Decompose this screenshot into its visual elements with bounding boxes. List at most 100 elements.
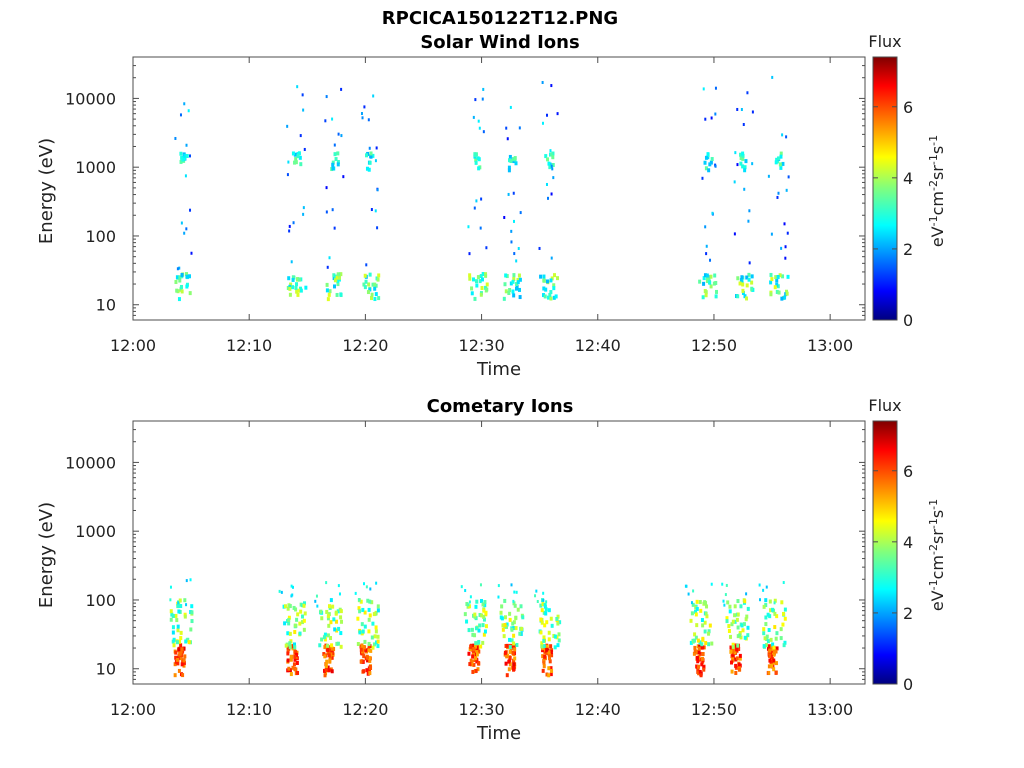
heatmap-cell [180,662,184,667]
heatmap-cell [286,606,290,611]
heatmap-cell [324,667,328,672]
heatmap-cell [326,643,330,648]
heatmap-cell [704,225,707,229]
heatmap-cell [187,640,191,645]
heatmap-cell [504,661,508,666]
heatmap-cell [776,274,780,279]
heatmap-cell [779,165,783,170]
heatmap-cell [325,95,328,99]
heatmap-cell [340,87,343,91]
heatmap-cell [703,160,707,165]
heatmap-cell [543,654,547,659]
heatmap-cell [733,180,736,184]
heatmap-cell [691,602,695,607]
heatmap-cell [293,657,297,662]
heatmap-cell [507,168,511,173]
heatmap-cell [741,164,745,169]
heatmap-cell [512,273,516,278]
heatmap-cell [512,293,516,298]
heatmap-cell [178,651,182,656]
heatmap-cell [329,620,333,625]
heatmap-cell [508,154,512,159]
heatmap-cell [480,277,484,282]
heatmap-cell [538,246,541,250]
heatmap-cell [362,282,366,287]
heatmap-cell [758,583,761,587]
colorbar-units: eV-1cm-2sr-1s-1 [927,499,947,611]
heatmap-cell [475,279,479,284]
heatmap-cell [714,294,718,299]
y-tick-label: 100 [85,227,116,246]
heatmap-cell [175,275,179,280]
heatmap-cell [690,601,693,605]
heatmap-cell [779,154,783,159]
heatmap-cell [701,623,705,628]
heatmap-cell [511,279,515,284]
heatmap-cell [323,668,327,673]
heatmap-cell [705,273,709,278]
heatmap-cell [471,654,475,659]
heatmap-cell [287,666,291,671]
heatmap-cell [697,646,701,651]
heatmap-cell [704,293,708,298]
heatmap-cell [359,647,363,652]
heatmap-cell [332,273,336,278]
heatmap-cell [701,652,705,657]
heatmap-cell [780,600,784,605]
heatmap-cell [295,617,299,622]
heatmap-cell [479,226,482,230]
heatmap-cell [540,644,544,649]
heatmap-cell [770,650,774,655]
heatmap-cell [503,615,507,620]
heatmap-cell [770,232,773,236]
heatmap-cell [477,628,481,633]
heatmap-cell [185,284,189,289]
heatmap-cell [178,266,181,270]
heatmap-cell [545,644,549,649]
heatmap-cell [325,609,329,614]
heatmap-cell [374,611,378,616]
heatmap-cell [469,595,472,599]
heatmap-cell [190,251,193,255]
heatmap-cell [518,295,522,300]
heatmap-cell [782,643,786,648]
heatmap-cell [689,640,693,645]
heatmap-cell [512,599,515,603]
heatmap-cell [478,126,481,130]
heatmap-cell [471,669,475,674]
heatmap-cell [329,635,333,640]
heatmap-cell [474,641,478,646]
heatmap-cell [738,656,742,661]
heatmap-cell [767,174,770,178]
heatmap-cell [497,584,500,588]
heatmap-cell [325,282,329,287]
heatmap-cell [315,594,318,598]
heatmap-cell [482,87,485,91]
heatmap-cell [184,639,188,644]
heatmap-cell [472,647,476,652]
heatmap-cell [189,627,193,632]
heatmap-cell [552,295,556,300]
heatmap-cell [543,294,547,299]
heatmap-cell [738,633,742,638]
heatmap-cell [333,274,337,279]
heatmap-cell [288,292,292,297]
heatmap-cell [330,669,334,674]
heatmap-cell [706,152,710,157]
heatmap-cell [473,153,477,158]
heatmap-cell [500,604,504,609]
heatmap-cell [772,667,776,672]
heatmap-cell [483,629,487,634]
heatmap-cell [519,211,522,215]
heatmap-cell [739,161,743,166]
heatmap-cell [744,159,748,164]
heatmap-cell [540,608,544,613]
heatmap-cell [363,105,366,109]
heatmap-cell [324,671,328,676]
heatmap-cell [539,603,543,608]
heatmap-cell [737,667,741,672]
heatmap-cell [371,645,375,650]
heatmap-cell [543,623,547,628]
heatmap-cell [183,153,187,158]
panel-cometary-ions: Cometary Ions 12:00 12:10 12:20 12:30 12:40 1… [36,396,947,744]
